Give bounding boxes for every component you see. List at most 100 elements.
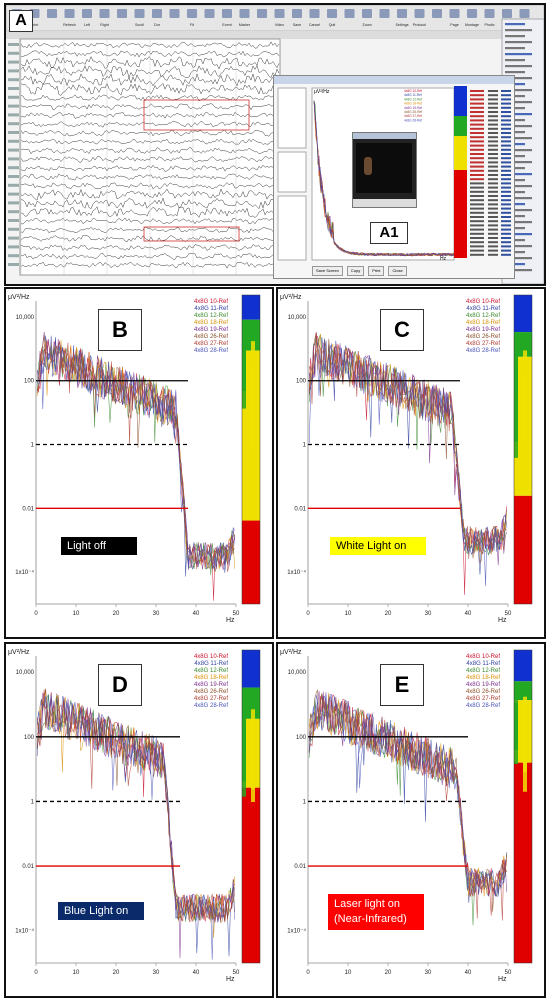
legend-entry: 4x8G 11-Ref (194, 661, 228, 667)
toolbar-label: Right (100, 23, 108, 27)
chart-b: μV²/Hz Hz 10,000 100 1 0.01 1x10⁻⁴ 0 10 20 30 40 50 4… (8, 294, 261, 624)
band-table-cell (470, 115, 484, 118)
band-table-cell (488, 98, 498, 101)
save-screen-button[interactable]: Save Screen (312, 266, 343, 276)
band-table-cell (470, 106, 484, 109)
band-table-cell (488, 106, 498, 109)
video-controls[interactable] (353, 199, 416, 207)
band-table-cell (488, 224, 498, 227)
band-table-cell (501, 106, 511, 109)
channel-label (8, 219, 19, 222)
band-table-cell (488, 144, 498, 147)
toolbar-label: Photic (485, 23, 495, 27)
settings-text-line (505, 71, 525, 74)
close-button[interactable]: Close (388, 266, 407, 276)
chart-e: μV²/Hz Hz 10,000 100 1 0.01 1x10⁻⁴ 0 10 20 30 40 50 4… (280, 649, 533, 983)
band-table-cell (470, 90, 484, 92)
channel-label (8, 69, 19, 73)
band-colorbar-segment (242, 727, 246, 797)
channel-label (8, 43, 19, 46)
series-line (308, 694, 507, 897)
channel-label (8, 157, 19, 161)
band-table-cell (488, 140, 498, 143)
toolbar-icon (344, 9, 355, 18)
inset-letter: A1 (370, 222, 408, 244)
settings-text-line (505, 113, 532, 116)
inset-spectrum-line (313, 100, 455, 257)
toolbar-icon (379, 9, 390, 18)
band-colorbar-segment (514, 495, 532, 604)
band-table-cell (488, 153, 498, 155)
band-table-cell (488, 228, 498, 231)
y-tick-label: 1x10⁻⁴ (287, 928, 306, 935)
toolbar-icon (257, 9, 267, 18)
settings-text-line (505, 269, 532, 272)
band-table-cell (501, 224, 511, 227)
settings-text-line (505, 209, 532, 212)
settings-text-line (505, 233, 532, 236)
legend-entry: 4x8G 12-Ref (194, 668, 228, 674)
band-colorbar-segment (242, 687, 260, 719)
band-colorbar-segment (514, 650, 532, 682)
band-table-cell (501, 169, 511, 172)
channel-label (8, 131, 19, 134)
band-table-cell (501, 102, 511, 105)
toolbar-icon (309, 9, 320, 18)
toolbar-icon (117, 9, 127, 18)
panel-a-letter: A (9, 10, 33, 32)
toolbar-label: Video (275, 23, 284, 27)
x-tick-label: 0 (306, 611, 310, 617)
y-tick-label: 1 (303, 443, 307, 449)
toolbar-icon (187, 9, 197, 18)
band-colorbar-segment (242, 295, 260, 320)
panel-a: Save Print Refresh Left Right Scroll Dur Fit Eve… (4, 3, 546, 286)
settings-text-line (505, 239, 525, 242)
band-table-cell (470, 220, 484, 223)
band-table-cell (470, 165, 484, 168)
band-table-cell (501, 203, 511, 206)
legend-entry: 4x8G 26-Ref (194, 689, 228, 695)
settings-text-line (505, 155, 525, 158)
channel-label (8, 113, 19, 117)
band-table-cell (470, 237, 484, 239)
band-table-cell (470, 178, 484, 181)
x-axis-title: Hz (226, 617, 235, 624)
band-colorbar-segment (514, 332, 532, 357)
channel-label (8, 201, 19, 205)
band-table-cell (488, 165, 498, 168)
toolbar-icon (222, 9, 232, 18)
toolbar-label: Event (222, 23, 231, 27)
band-table-cell (488, 94, 498, 97)
band-table-cell (488, 157, 498, 160)
band-colorbar-segment (251, 365, 255, 452)
legend-entry: 4x8G 11-Ref (466, 306, 500, 312)
condition-label-b: Light off (61, 537, 137, 555)
toolbar-icon (519, 9, 530, 18)
band-table-cell (470, 211, 484, 214)
x-tick-label: 50 (505, 611, 512, 617)
band-table-cell (470, 161, 484, 164)
band-table-cell (501, 190, 511, 193)
legend-entry: 4x8G 27-Ref (194, 341, 228, 347)
settings-text-line (505, 89, 532, 92)
legend-entry: 4x8G 19-Ref (194, 327, 228, 333)
band-table-cell (470, 144, 484, 147)
toolbar-icon (239, 9, 250, 18)
toolbar-icon (64, 9, 75, 18)
band-table-cell (501, 207, 511, 210)
video-titlebar (353, 133, 416, 139)
legend-entry: 4x8G 10-Ref (194, 299, 228, 305)
condition-label-e: Laser light on (Near-Infrared) (328, 894, 424, 930)
legend-entry: 4x8G 11-Ref (466, 661, 500, 667)
y-tick-label: 0.01 (22, 506, 34, 512)
toolbar-icon (327, 9, 337, 18)
panel-e-letter: E (380, 664, 424, 706)
band-table-cell (501, 220, 511, 223)
copy-button[interactable]: Copy (346, 266, 365, 276)
y-axis-title: μV²/Hz (8, 294, 30, 301)
x-tick-label: 20 (385, 611, 392, 617)
band-table-cell (470, 148, 484, 151)
band-table-cell (470, 132, 484, 134)
print-button[interactable]: Print (368, 266, 385, 276)
channel-label (8, 104, 19, 108)
